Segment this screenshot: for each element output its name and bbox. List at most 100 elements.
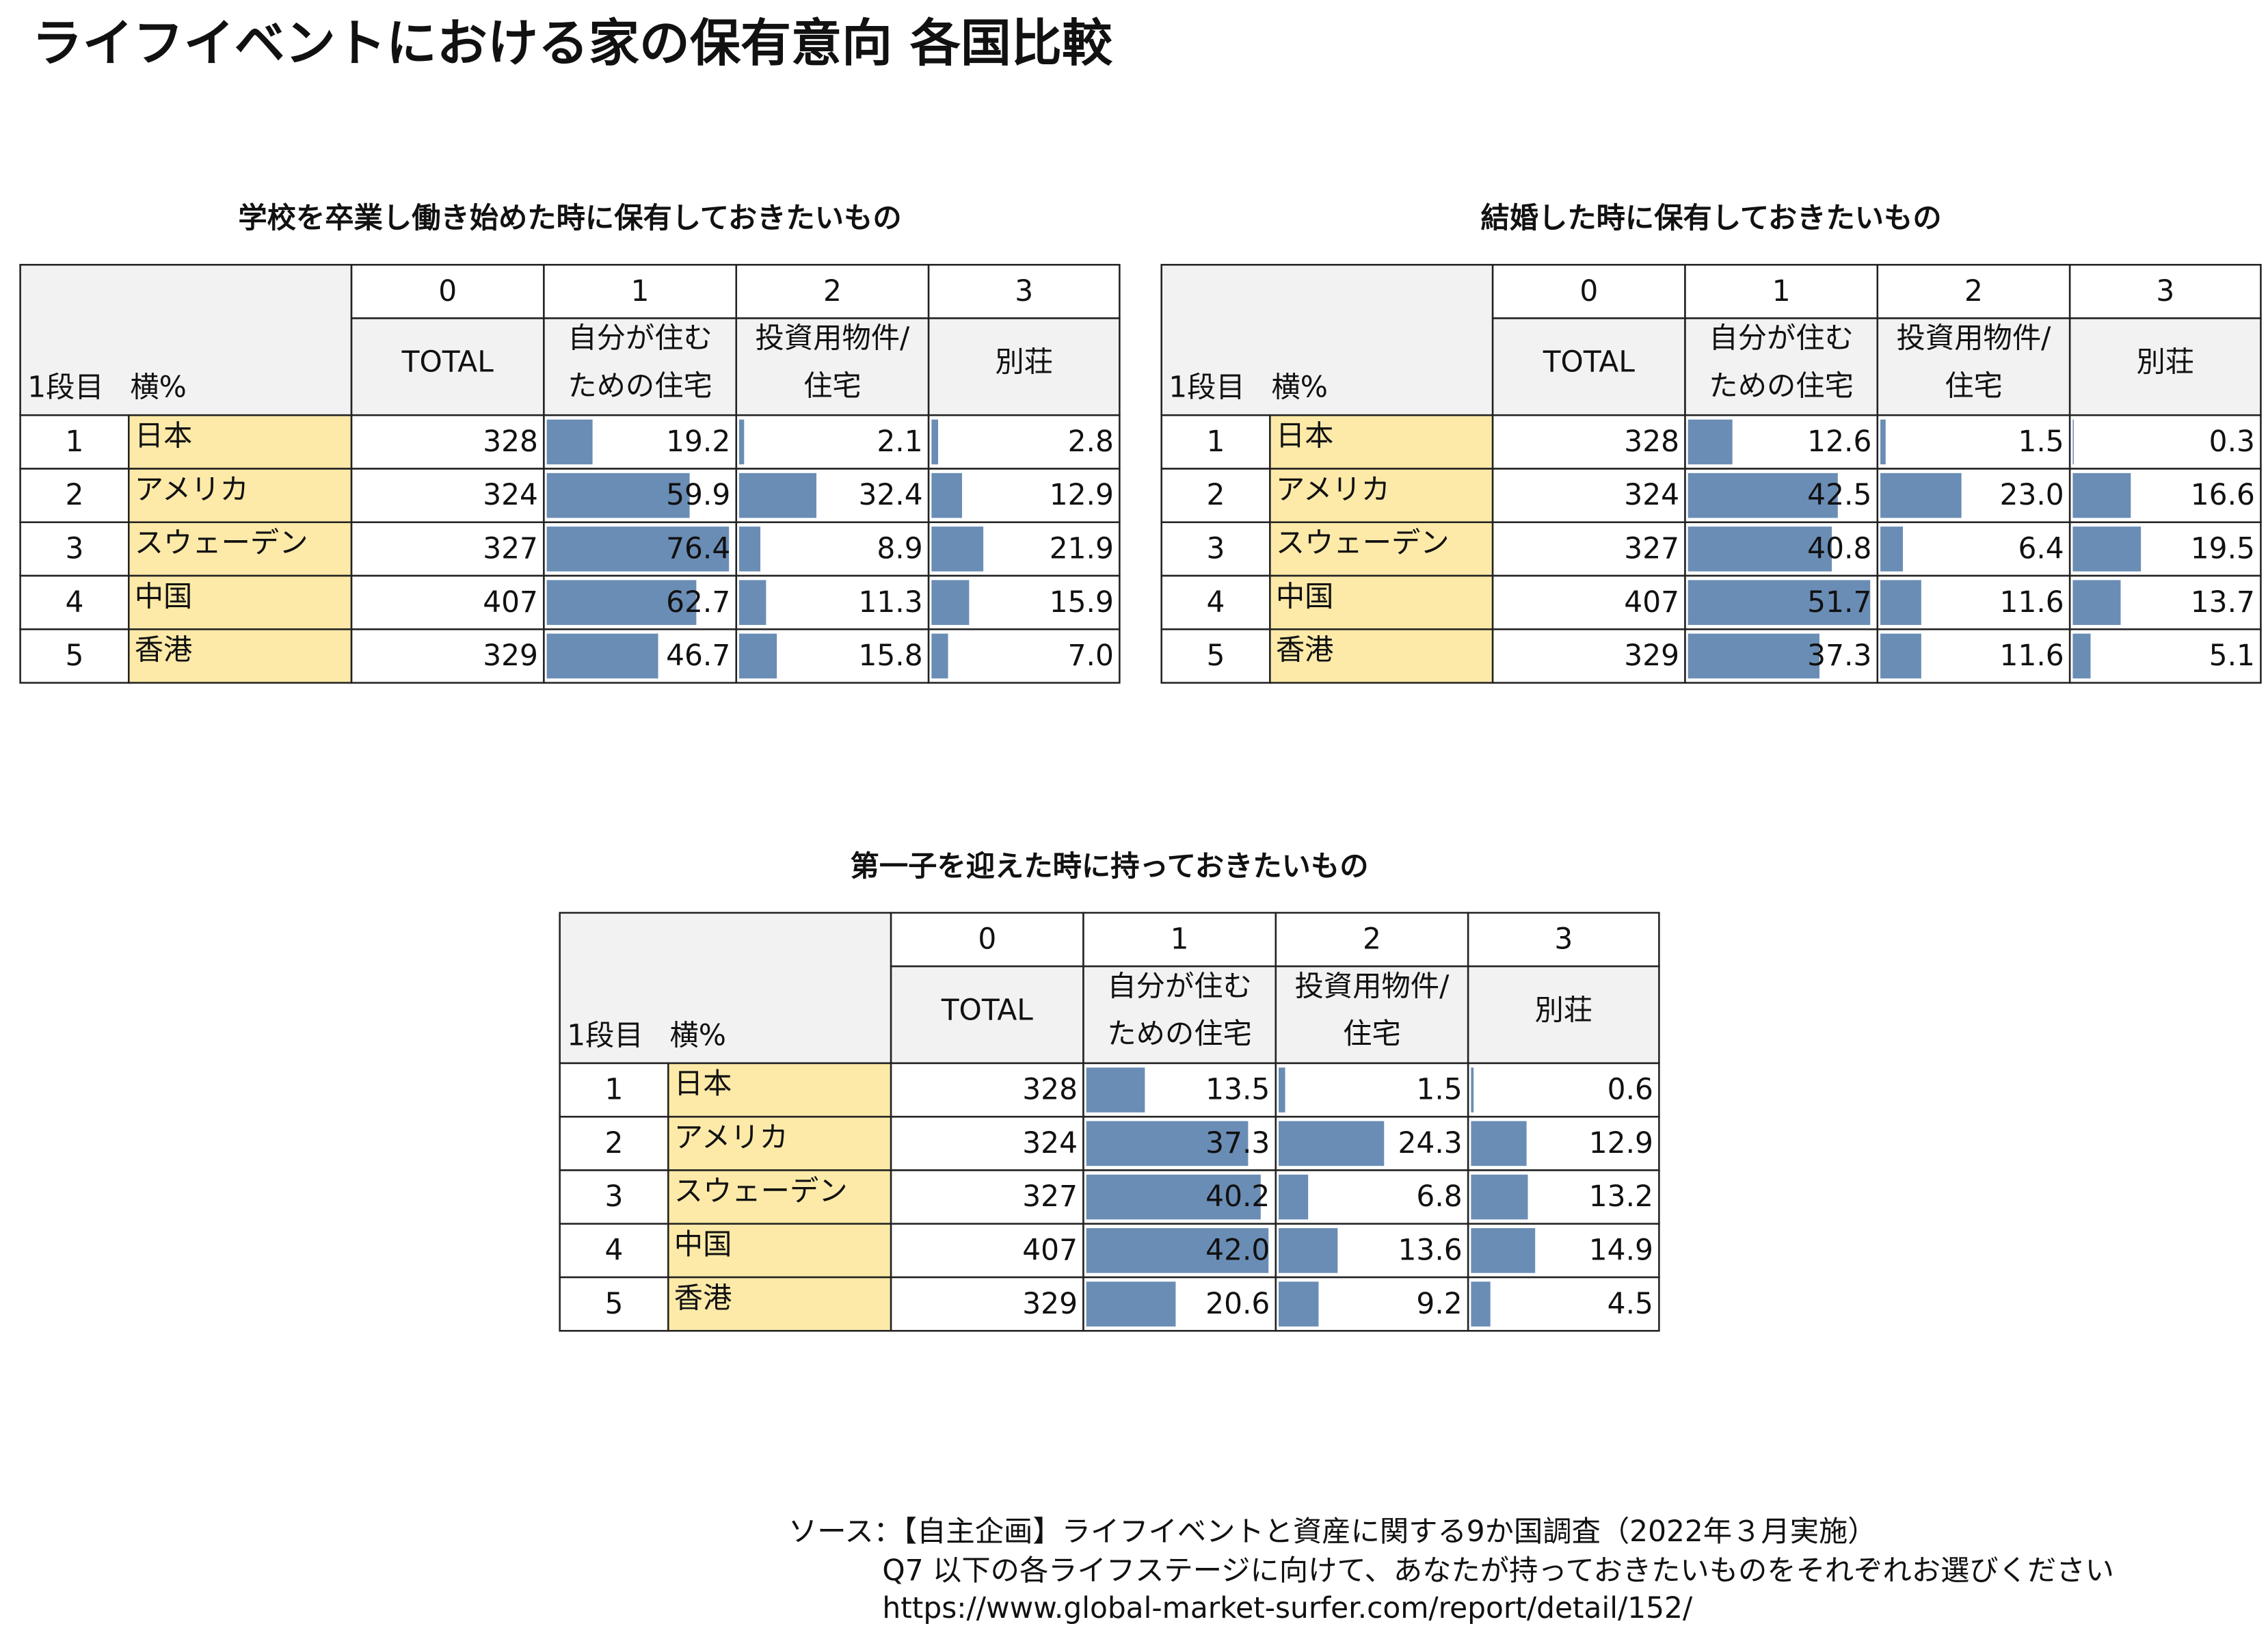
index-cell [19, 628, 130, 684]
value-label: 42.0 [1205, 1233, 1270, 1266]
data-bar [546, 419, 593, 465]
row-total: 327 [483, 532, 538, 565]
value-label: 8.9 [877, 532, 922, 565]
row-name: 香港 [1276, 633, 1334, 667]
row-index: 3 [1207, 532, 1225, 565]
column-number: 1 [1772, 274, 1791, 308]
data-bar [931, 580, 970, 625]
value-label: 7.0 [1068, 639, 1114, 672]
data-bar [2072, 580, 2121, 625]
row-index: 2 [1207, 478, 1225, 511]
value-label: 37.3 [1205, 1126, 1270, 1160]
data-bar [1880, 527, 1904, 572]
value-cell [1275, 1062, 1469, 1118]
row-index: 1 [1207, 425, 1225, 458]
row-total: 329 [1022, 1287, 1078, 1320]
column-number: 1 [1171, 922, 1189, 956]
column-number: 3 [1554, 922, 1573, 956]
data-bar [1687, 527, 1832, 572]
column-label: 投資用物件/ [756, 321, 910, 355]
column-number: 3 [1015, 274, 1033, 308]
data-bar [1880, 633, 1921, 679]
data-bar [1279, 1067, 1285, 1113]
row-total: 324 [1624, 478, 1679, 511]
column-number: 2 [823, 274, 842, 308]
header-cell [1275, 965, 1469, 1065]
value-label: 0.6 [1607, 1073, 1653, 1106]
value-cell [1876, 521, 2071, 577]
value-label: 9.2 [1416, 1287, 1462, 1320]
index-cell [19, 521, 130, 577]
data-bar [931, 419, 939, 465]
value-cell [1876, 414, 2071, 470]
header-cell [559, 911, 892, 1065]
data-bar [2072, 527, 2142, 572]
header-cell [1467, 965, 1660, 1065]
value-cell [1467, 1276, 1660, 1332]
value-label: 11.3 [858, 585, 922, 619]
row-total: 327 [1624, 532, 1679, 565]
value-label: 16.6 [2191, 478, 2255, 511]
total-cell [1491, 414, 1686, 470]
column-number: 2 [1363, 922, 1381, 956]
value-label: 21.9 [1050, 532, 1114, 565]
row-total: 407 [483, 585, 538, 619]
data-bar [1086, 1121, 1249, 1167]
data-bar [1687, 472, 1838, 518]
header-cell [19, 263, 353, 416]
data-bar [1086, 1281, 1176, 1327]
value-label: 13.5 [1205, 1073, 1270, 1106]
value-label: 11.6 [2000, 639, 2064, 672]
value-cell [735, 574, 930, 630]
data-bar [738, 419, 745, 465]
data-bar [1279, 1121, 1385, 1167]
name-cell [667, 1276, 892, 1332]
row-total: 329 [1624, 639, 1679, 672]
row-index: 3 [65, 532, 83, 565]
corner-label: 1段目 [1169, 371, 1245, 404]
data-bar [546, 633, 658, 679]
index-cell [1160, 468, 1271, 524]
data-bar [931, 527, 984, 572]
total-cell [1491, 521, 1686, 577]
row-name: 香港 [674, 1281, 732, 1314]
name-cell [128, 468, 353, 524]
row-name: 日本 [1276, 419, 1334, 453]
data-bar [1687, 633, 1820, 679]
data-bar [1279, 1281, 1319, 1327]
data-bar [2072, 472, 2131, 518]
total-cell [350, 628, 545, 684]
row-index: 5 [1207, 639, 1225, 672]
data-bar [1086, 1067, 1145, 1113]
source-line: https://www.global-market-surfer.com/rep… [882, 1591, 1693, 1625]
value-label: 19.5 [2191, 532, 2255, 565]
value-label: 40.2 [1205, 1180, 1270, 1213]
value-cell [735, 521, 930, 577]
row-index: 2 [605, 1126, 624, 1160]
value-label: 1.5 [1416, 1073, 1462, 1106]
total-cell [350, 574, 545, 630]
index-cell [19, 468, 130, 524]
corner-label: 横% [669, 1018, 726, 1052]
column-number: 2 [1964, 274, 1983, 308]
data-bar [1086, 1228, 1269, 1273]
row-name: 中国 [674, 1227, 732, 1261]
data-bar [738, 633, 777, 679]
total-cell [890, 1223, 1084, 1279]
table-title: 結婚した時に保有しておきたいもの [1480, 201, 1941, 235]
value-label: 51.7 [1807, 585, 1871, 619]
header-cell [1082, 965, 1277, 1065]
value-label: 13.7 [2191, 585, 2255, 619]
total-cell [1491, 628, 1686, 684]
row-name: アメリカ [135, 472, 249, 506]
column-label: TOTAL [941, 993, 1034, 1026]
value-label: 12.9 [1050, 478, 1114, 511]
row-index: 2 [65, 478, 83, 511]
header-cell [927, 263, 1121, 319]
row-index: 3 [605, 1180, 624, 1213]
row-name: 香港 [135, 633, 193, 667]
value-label: 1.5 [2018, 425, 2064, 458]
total-cell [890, 1169, 1084, 1225]
